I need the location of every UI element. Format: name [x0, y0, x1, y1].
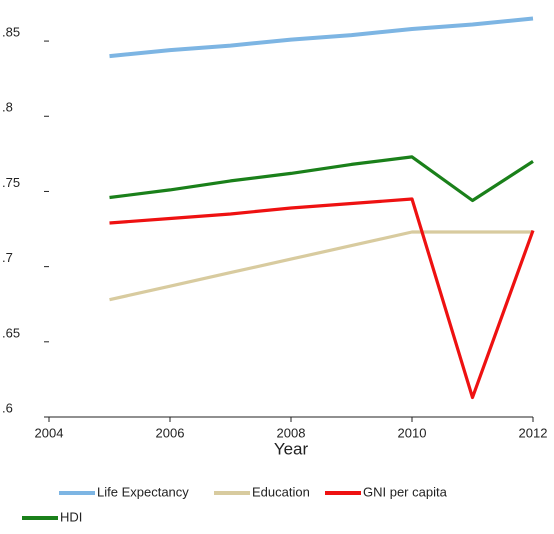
x-tick-label: 2006: [156, 425, 185, 440]
x-tick-label: 2004: [35, 425, 64, 440]
y-tick-label: .85: [2, 25, 20, 40]
x-tick-label: 2008: [277, 425, 306, 440]
legend-label: HDI: [60, 509, 82, 524]
y-tick-label: .65: [2, 325, 20, 340]
series-line: [109, 197, 535, 400]
series-line: [109, 230, 533, 302]
y-tick-label: .75: [2, 175, 20, 190]
series-line: [109, 155, 534, 203]
x-axis-label: Year: [274, 439, 309, 458]
y-tick-label: .6: [2, 400, 13, 415]
legend-label: GNI per capita: [363, 484, 448, 499]
y-tick-label: .7: [2, 250, 13, 265]
x-tick-label: 2012: [519, 425, 548, 440]
legend-label: Life Expectancy: [97, 484, 189, 499]
y-tick-label: .8: [2, 100, 13, 115]
series-line: [109, 16, 534, 59]
legend-label: Education: [252, 484, 310, 499]
x-tick-label: 2010: [398, 425, 427, 440]
